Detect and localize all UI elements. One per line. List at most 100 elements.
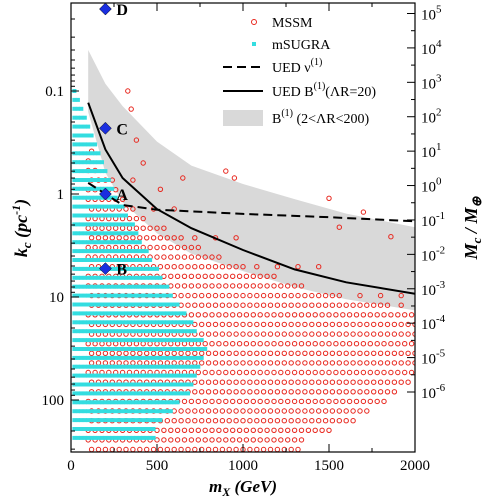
- mssm-point: [113, 341, 119, 347]
- mssm-point: [343, 389, 349, 395]
- y-left-tick-label: 0.1: [45, 84, 64, 100]
- msugra-point: [144, 258, 149, 262]
- msugra-point: [110, 240, 115, 245]
- msugra-point: [93, 222, 98, 227]
- mssm-point: [340, 312, 346, 318]
- mssm-point: [288, 302, 294, 308]
- mssm-point: [226, 389, 232, 395]
- mssm-point: [395, 341, 401, 347]
- msugra-point: [151, 275, 156, 280]
- msugra-point: [117, 427, 122, 431]
- mssm-point: [364, 302, 370, 308]
- mssm-point: [309, 379, 315, 385]
- msugra-point: [168, 302, 173, 307]
- msugra-point: [168, 400, 173, 405]
- mssm-point: [281, 360, 287, 366]
- msugra-point: [127, 302, 132, 307]
- mssm-point: [123, 446, 129, 452]
- msugra-point: [141, 311, 146, 316]
- msugra-point: [82, 418, 87, 423]
- mssm-point: [295, 446, 301, 452]
- msugra-point: [89, 186, 94, 191]
- msugra-point: [137, 266, 142, 271]
- msugra-point: [79, 213, 84, 218]
- msugra-point: [93, 302, 98, 307]
- msugra-point: [130, 409, 135, 414]
- msugra-point: [175, 400, 180, 405]
- msugra-point: [86, 373, 91, 378]
- msugra-point: [110, 329, 115, 334]
- mssm-point: [219, 264, 226, 270]
- msugra-point: [72, 106, 77, 111]
- msugra-point: [137, 382, 142, 387]
- mssm-point: [381, 369, 387, 376]
- msugra-point: [106, 231, 111, 236]
- msugra-point: [82, 293, 87, 298]
- msugra-point: [89, 169, 94, 174]
- msugra-point: [165, 284, 170, 289]
- mssm-point: [116, 360, 122, 366]
- msugra-point: [124, 382, 128, 387]
- msugra-point: [130, 391, 135, 396]
- msugra-point: [106, 275, 111, 280]
- msugra-point: [100, 435, 104, 440]
- mssm-point: [174, 273, 181, 279]
- msugra-point: [120, 258, 125, 262]
- mssm-point: [260, 292, 267, 299]
- msugra-point: [96, 382, 101, 387]
- msugra-point: [106, 293, 111, 298]
- mssm-point: [202, 437, 208, 443]
- msugra-point: [168, 311, 173, 316]
- mssm-point: [250, 273, 257, 279]
- msugra-point: [117, 418, 122, 423]
- mssm-point: [398, 292, 404, 299]
- point-marker-c: [99, 121, 112, 135]
- msugra-point: [127, 347, 132, 351]
- msugra-point: [89, 347, 94, 351]
- mssm-point: [254, 350, 260, 356]
- msugra-point: [151, 427, 156, 431]
- mssm-point: [192, 446, 198, 452]
- msugra-point: [168, 329, 173, 334]
- msugra-point: [141, 338, 146, 343]
- msugra-point: [137, 373, 142, 378]
- mssm-point: [288, 360, 294, 366]
- msugra-point: [134, 293, 139, 298]
- msugra-point: [117, 435, 122, 440]
- msugra-point: [144, 338, 149, 343]
- msugra-point: [86, 284, 91, 289]
- msugra-point: [175, 338, 180, 343]
- msugra-point: [155, 302, 159, 307]
- mssm-point: [230, 398, 236, 405]
- msugra-point: [120, 400, 125, 405]
- mssm-point: [178, 292, 184, 299]
- msugra-point: [72, 97, 77, 102]
- msugra-point: [79, 204, 84, 209]
- msugra-point: [199, 347, 204, 351]
- mssm-point: [302, 321, 308, 328]
- mssm-point: [233, 379, 239, 385]
- mssm-point: [185, 302, 191, 308]
- mssm-point: [116, 350, 122, 356]
- mssm-point: [236, 273, 243, 279]
- msugra-point: [93, 169, 98, 174]
- msugra-point: [79, 293, 84, 298]
- msugra-point: [144, 249, 149, 254]
- msugra-point: [144, 320, 149, 325]
- msugra-point: [161, 293, 166, 298]
- mssm-point: [260, 331, 267, 337]
- mssm-point: [205, 389, 212, 395]
- mssm-point: [137, 360, 143, 366]
- msugra-point: [161, 373, 166, 378]
- mssm-point: [150, 350, 157, 356]
- mssm-point: [233, 292, 239, 299]
- mssm-point: [343, 379, 349, 385]
- msugra-point: [72, 275, 77, 280]
- msugra-point: [179, 347, 184, 351]
- msugra-point: [175, 320, 180, 325]
- mssm-point: [99, 225, 105, 231]
- msugra-point: [124, 391, 128, 396]
- mssm-point: [233, 321, 239, 328]
- msugra-point: [106, 427, 111, 431]
- mssm-point: [353, 369, 360, 376]
